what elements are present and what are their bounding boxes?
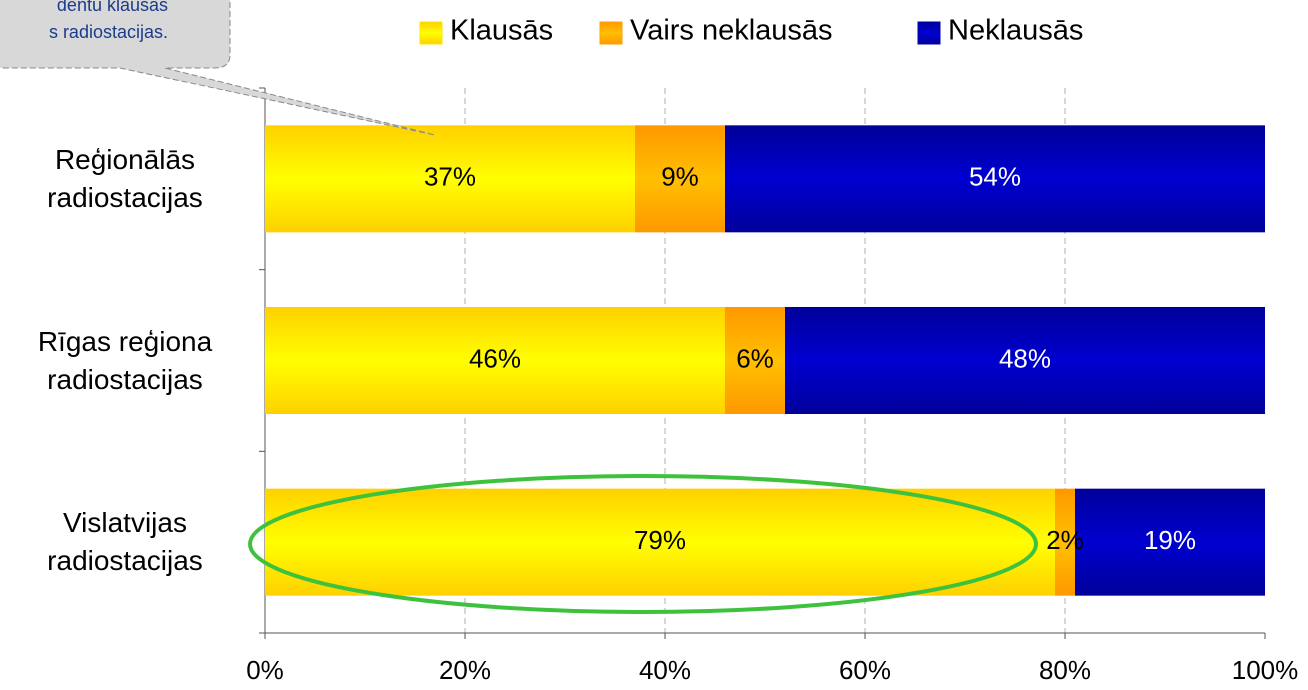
data-label: 54% xyxy=(969,162,1021,192)
data-label: 19% xyxy=(1144,525,1196,555)
data-label: 48% xyxy=(999,343,1051,373)
data-label: 79% xyxy=(634,525,686,555)
x-tick-label: 60% xyxy=(839,655,891,685)
x-tick-label: 40% xyxy=(639,655,691,685)
bar-segment xyxy=(265,125,635,233)
x-tick-label: 80% xyxy=(1039,655,1091,685)
legend-label: Neklausās xyxy=(948,15,1083,47)
bar-segment xyxy=(265,488,1055,596)
data-label: 9% xyxy=(661,162,699,192)
bar-segment xyxy=(1055,488,1075,596)
callout-text: dentu klausās xyxy=(57,0,168,15)
overlay: 37% 9% 54% 46% 6% 48% 79% 2% 19% xyxy=(248,162,1196,614)
x-tick-label: 0% xyxy=(246,655,284,685)
data-label: 6% xyxy=(736,343,774,373)
data-label: 46% xyxy=(469,343,521,373)
bar-segment xyxy=(1075,488,1265,596)
x-tick-label: 100% xyxy=(1232,655,1299,685)
highlight-ellipse xyxy=(248,474,1038,614)
bar-segment xyxy=(785,307,1265,414)
bar-segment xyxy=(725,307,785,414)
bar-segment xyxy=(725,125,1265,233)
bar-segment xyxy=(265,307,725,414)
legend-swatch xyxy=(599,21,623,45)
legend-label: Klausās xyxy=(450,15,553,47)
y-tick-label: Reģionālās radiostacijas xyxy=(47,143,203,213)
legend-label: Vairs neklausās xyxy=(630,15,833,47)
data-label: 37% xyxy=(424,162,476,192)
callout: dentu klausās s radiostacijas. xyxy=(0,0,436,136)
y-tick-label: Rīgas reģiona radiostacijas xyxy=(37,325,213,395)
y-tick-label: Vislatvijas radiostacijas xyxy=(47,507,203,577)
callout-text: s radiostacijas. xyxy=(49,22,168,42)
x-tick-label: 20% xyxy=(439,655,491,685)
callout-box xyxy=(0,0,436,136)
plot-area: 0% 20% 40% 60% 80% 100% Klausās Vairs neklausās… xyxy=(246,15,1298,685)
bar-segment xyxy=(635,125,725,233)
data-label: 2% xyxy=(1046,525,1084,555)
legend-swatch xyxy=(419,21,443,45)
legend-swatch xyxy=(917,21,941,45)
